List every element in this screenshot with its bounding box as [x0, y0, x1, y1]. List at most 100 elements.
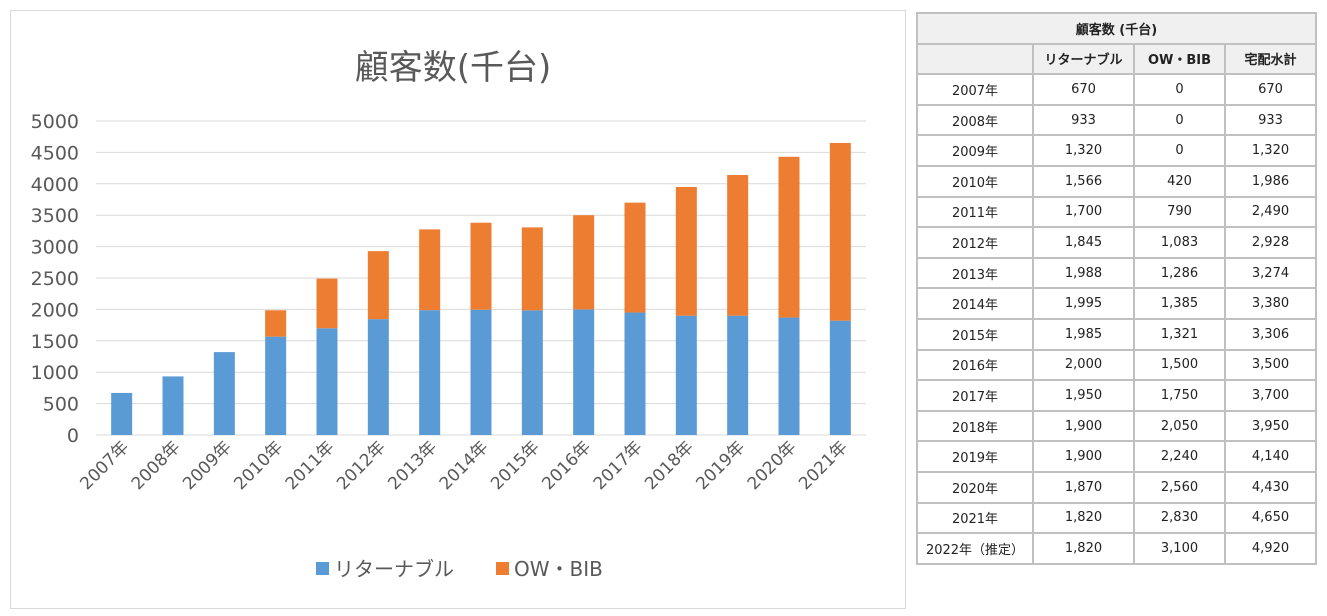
cell-value: 3,306: [1224, 317, 1317, 351]
cell-value: 2,560: [1133, 470, 1226, 504]
column-header: OW・BIB: [1133, 42, 1226, 76]
customer-table-container: 顧客数 (千台) リターナブル OW・BIB 宅配水計 2007年 670 0 670 20…: [916, 12, 1317, 565]
cell-value: 4,650: [1224, 501, 1317, 535]
cell-value: 1,566: [1032, 164, 1135, 198]
bar-ow-bib: [265, 310, 287, 337]
row-year: 2020年: [916, 470, 1034, 504]
bar-returnable: [521, 310, 543, 435]
cell-value: 1,988: [1032, 256, 1135, 290]
y-tick-label: 2500: [31, 268, 79, 290]
table-title: 顧客数 (千台): [916, 12, 1317, 45]
bar-ow-bib: [624, 202, 646, 313]
table-row: 2016年 2,000 1,500 3,500: [916, 348, 1317, 382]
cell-value: 1,083: [1133, 226, 1226, 259]
y-tick-label: 3500: [31, 205, 79, 227]
row-year: 2022年（推定）: [916, 532, 1034, 565]
row-year: 2016年: [916, 348, 1034, 382]
x-tick-label: 2017年: [590, 437, 647, 494]
cell-value: 1,845: [1032, 226, 1135, 259]
table-row: 2011年 1,700 790 2,490: [916, 195, 1317, 229]
table-header-row: リターナブル OW・BIB 宅配水計: [916, 42, 1317, 76]
x-tick-label: 2012年: [333, 437, 390, 494]
bar-returnable: [675, 315, 697, 435]
row-year: 2021年: [916, 501, 1034, 535]
cell-value: 420: [1133, 164, 1226, 198]
cell-value: 1,700: [1032, 195, 1135, 229]
row-year: 2008年: [916, 103, 1034, 137]
cell-value: 2,830: [1133, 501, 1226, 535]
x-tick-label: 2014年: [436, 437, 493, 494]
row-year: 2014年: [916, 287, 1034, 320]
cell-value: 1,321: [1133, 317, 1226, 351]
bar-ow-bib: [367, 251, 389, 320]
row-year: 2007年: [916, 73, 1034, 106]
cell-value: 2,240: [1133, 440, 1226, 473]
cell-value: 933: [1032, 103, 1135, 137]
row-year: 2018年: [916, 409, 1034, 443]
x-tick-label: 2021年: [795, 437, 852, 494]
bar-returnable: [624, 312, 646, 435]
table-row: 2017年 1,950 1,750 3,700: [916, 379, 1317, 412]
x-tick-label: 2011年: [282, 437, 339, 494]
bar-returnable: [778, 317, 800, 435]
y-tick-label: 4000: [31, 174, 79, 196]
table-row: 2010年 1,566 420 1,986: [916, 164, 1317, 198]
cell-value: 3,380: [1224, 287, 1317, 320]
x-tick-label: 2019年: [692, 437, 749, 494]
cell-value: 2,050: [1133, 409, 1226, 443]
x-tick-label: 2016年: [538, 437, 595, 494]
table-row: 2013年 1,988 1,286 3,274: [916, 256, 1317, 290]
cell-value: 1,286: [1133, 256, 1226, 290]
table-row: 2019年 1,900 2,240 4,140: [916, 440, 1317, 473]
cell-value: 4,920: [1224, 532, 1317, 565]
table-row: 2014年 1,995 1,385 3,380: [916, 287, 1317, 320]
cell-value: 1,900: [1032, 409, 1135, 443]
cell-value: 3,950: [1224, 409, 1317, 443]
row-year: 2019年: [916, 440, 1034, 473]
x-tick-label: 2020年: [744, 437, 801, 494]
bar-returnable: [213, 352, 235, 435]
cell-value: 1,985: [1032, 317, 1135, 351]
cell-value: 3,100: [1133, 532, 1226, 565]
bar-ow-bib: [829, 142, 851, 321]
cell-value: 1,385: [1133, 287, 1226, 320]
y-tick-label: 2000: [31, 299, 79, 321]
cell-value: 1,500: [1133, 348, 1226, 382]
bar-ow-bib: [470, 222, 492, 310]
table-row: 2015年 1,985 1,321 3,306: [916, 317, 1317, 351]
cell-value: 1,870: [1032, 470, 1135, 504]
cell-value: 1,900: [1032, 440, 1135, 473]
table-row: 2012年 1,845 1,083 2,928: [916, 226, 1317, 259]
cell-value: 2,490: [1224, 195, 1317, 229]
bar-ow-bib: [573, 215, 595, 310]
table-row: 2007年 670 0 670: [916, 73, 1317, 106]
bar-ow-bib: [316, 278, 338, 329]
bar-ow-bib: [521, 227, 543, 311]
bar-returnable: [573, 309, 595, 435]
cell-value: 4,430: [1224, 470, 1317, 504]
y-tick-label: 3000: [31, 237, 79, 259]
bar-returnable: [367, 319, 389, 435]
row-year: 2012年: [916, 226, 1034, 259]
row-year: 2009年: [916, 134, 1034, 167]
bar-ow-bib: [778, 156, 800, 318]
table-row: 2022年（推定） 1,820 3,100 4,920: [916, 532, 1317, 565]
y-tick-label: 0: [67, 425, 79, 447]
legend-label: OW・BIB: [514, 557, 603, 581]
row-year: 2015年: [916, 317, 1034, 351]
legend-label: リターナブル: [334, 557, 454, 581]
x-tick-label: 2015年: [487, 437, 544, 494]
cell-value: 1,750: [1133, 379, 1226, 412]
y-tick-label: 4500: [31, 142, 79, 164]
bar-returnable: [111, 392, 133, 435]
cell-value: 1,320: [1032, 134, 1135, 167]
bar-returnable: [162, 376, 184, 435]
cell-value: 0: [1133, 73, 1226, 106]
cell-value: 2,000: [1032, 348, 1135, 382]
cell-value: 2,928: [1224, 226, 1317, 259]
x-tick-label: 2007年: [76, 437, 133, 494]
row-year: 2013年: [916, 256, 1034, 290]
x-tick-label: 2010年: [230, 437, 287, 494]
column-header: リターナブル: [1032, 42, 1135, 76]
cell-value: 0: [1133, 134, 1226, 167]
